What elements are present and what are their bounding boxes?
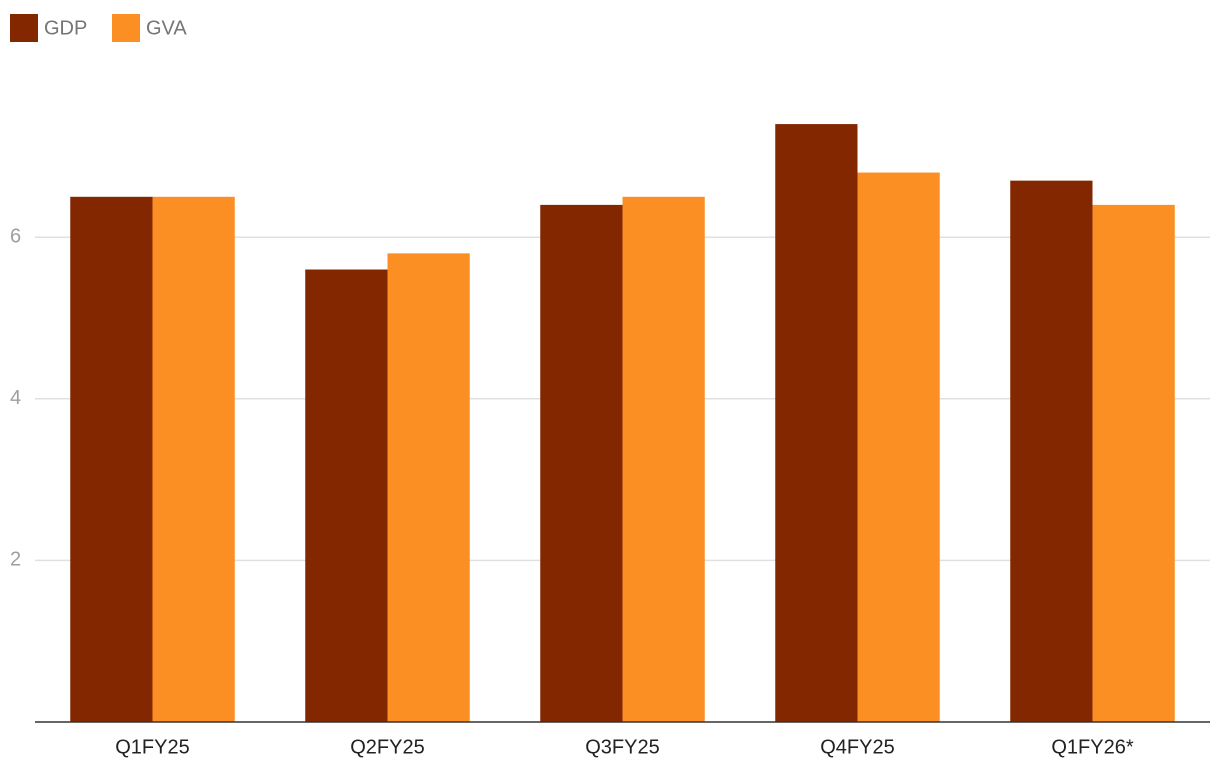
legend-swatch <box>112 14 140 42</box>
legend-swatch <box>10 14 38 42</box>
y-tick-label: 6 <box>10 225 21 247</box>
bar <box>775 124 858 722</box>
bar <box>305 269 388 722</box>
bar <box>857 172 940 722</box>
y-tick-label: 2 <box>10 549 21 571</box>
x-tick-label: Q2FY25 <box>350 736 424 758</box>
bar <box>1092 204 1175 722</box>
y-tick-label: 4 <box>10 387 21 409</box>
legend-label: GDP <box>44 17 87 39</box>
x-tick-label: Q1FY25 <box>115 736 189 758</box>
bar <box>1010 180 1093 722</box>
x-tick-label: Q1FY26* <box>1051 736 1133 758</box>
legend-label: GVA <box>146 17 187 39</box>
bar <box>152 196 235 723</box>
bar <box>540 204 623 722</box>
bar <box>387 253 470 723</box>
x-tick-label: Q4FY25 <box>820 736 894 758</box>
bar <box>622 196 705 723</box>
x-tick-label: Q3FY25 <box>585 736 659 758</box>
bar <box>70 196 153 723</box>
